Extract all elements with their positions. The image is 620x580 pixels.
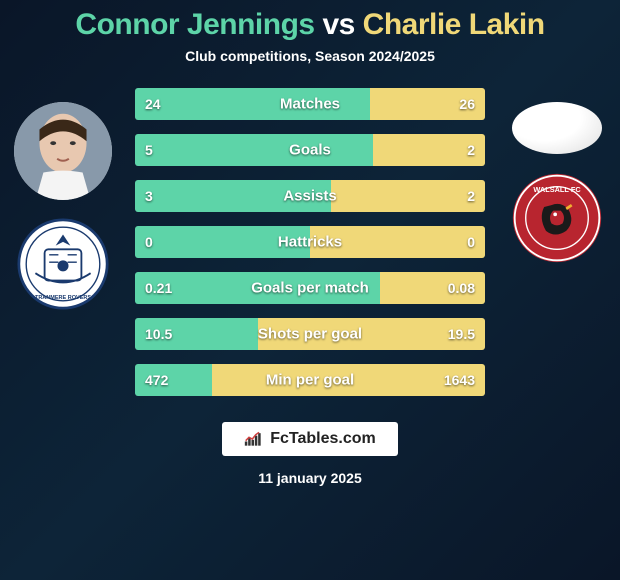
stat-row: Goals 5 2	[135, 134, 485, 166]
stat-left-value: 0.21	[145, 280, 172, 296]
stat-row: Shots per goal 10.5 19.5	[135, 318, 485, 350]
stat-left-value: 10.5	[145, 326, 172, 342]
walsall-crest-icon: WALSALL FC	[511, 172, 603, 264]
player1-club-crest: TRANMERE ROVERS	[17, 218, 109, 310]
player2-avatar-placeholder	[512, 102, 602, 154]
stat-row: Assists 3 2	[135, 180, 485, 212]
player2-club-crest: WALSALL FC	[511, 172, 603, 264]
stat-label: Shots per goal	[258, 326, 362, 343]
brand-badge: FcTables.com	[222, 422, 398, 456]
stat-row: Min per goal 472 1643	[135, 364, 485, 396]
stat-right-value: 1643	[444, 372, 475, 388]
player2-name: Charlie Lakin	[363, 8, 545, 41]
subtitle: Club competitions, Season 2024/2025	[185, 48, 435, 64]
fctables-logo-icon	[244, 431, 264, 447]
vs-text: vs	[322, 8, 354, 41]
stat-right-value: 0	[467, 234, 475, 250]
stat-right-value: 19.5	[448, 326, 475, 342]
tranmere-crest-icon: TRANMERE ROVERS	[17, 218, 109, 310]
stat-left-value: 3	[145, 188, 153, 204]
stat-label: Min per goal	[266, 372, 354, 389]
stat-label: Goals per match	[251, 280, 369, 297]
player1-name: Connor Jennings	[75, 8, 314, 41]
page-title: Connor Jennings vs Charlie Lakin	[75, 8, 544, 42]
main-content: TRANMERE ROVERS Matches2426Goals52Assist…	[0, 88, 620, 396]
stat-row: Goals per match 0.21 0.08	[135, 272, 485, 304]
stat-right-value: 2	[467, 188, 475, 204]
stat-left-value: 472	[145, 372, 168, 388]
left-side: TRANMERE ROVERS	[8, 88, 118, 310]
stat-label: Goals	[289, 142, 331, 159]
player1-face-icon	[14, 102, 112, 200]
stat-right-value: 0.08	[448, 280, 475, 296]
comparison-infographic: Connor Jennings vs Charlie Lakin Club co…	[0, 0, 620, 580]
bar-right-fill	[331, 180, 485, 212]
svg-text:TRANMERE ROVERS: TRANMERE ROVERS	[35, 295, 91, 301]
stat-right-value: 26	[459, 96, 475, 112]
stat-label: Hattricks	[278, 234, 342, 251]
stat-label: Matches	[280, 96, 340, 113]
stat-row: Hattricks 0 0	[135, 226, 485, 258]
right-side: WALSALL FC	[502, 88, 612, 264]
stat-left-value: 5	[145, 142, 153, 158]
stat-left-value: 24	[145, 96, 161, 112]
svg-text:WALSALL FC: WALSALL FC	[533, 185, 581, 194]
brand-text: FcTables.com	[270, 430, 376, 448]
stat-left-value: 0	[145, 234, 153, 250]
stat-row: Matches 24 26	[135, 88, 485, 120]
date-text: 11 january 2025	[258, 470, 362, 486]
stat-label: Assists	[283, 188, 336, 205]
stat-right-value: 2	[467, 142, 475, 158]
footer: FcTables.com 11 january 2025	[222, 422, 398, 486]
bar-left-fill	[135, 134, 373, 166]
stats-bars: Matches 24 26 Goals 5 2 Assists 3 2 Hattricks 0 0 Go…	[135, 88, 485, 396]
player1-avatar	[14, 102, 112, 200]
